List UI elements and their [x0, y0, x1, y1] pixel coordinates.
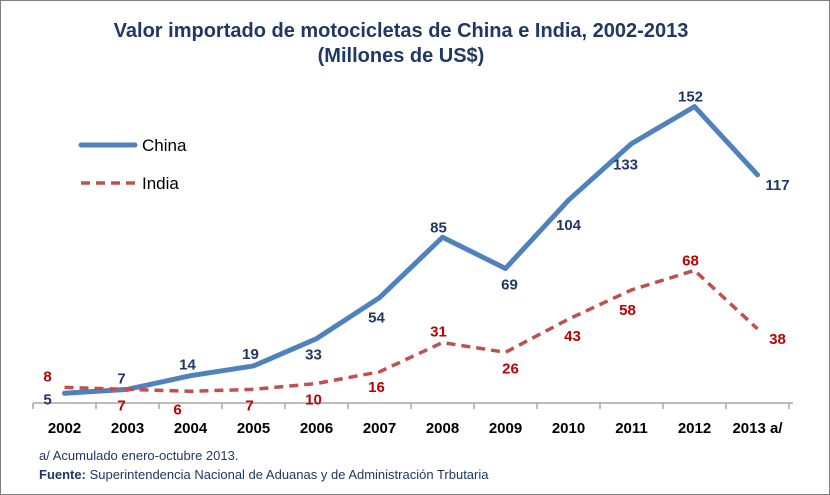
data-label-india: 38 — [769, 331, 786, 348]
x-tick-label: 2008 — [426, 420, 459, 437]
series-line-india — [64, 268, 759, 394]
data-label-india: 68 — [682, 252, 699, 269]
x-axis-ticks — [32, 403, 790, 409]
chart-title-block: Valor importado de motocicletas de China… — [1, 19, 801, 69]
x-axis-tick-labels: 2002 2003 2004 2005 2006 2007 2008 2009 2010 2011… — [48, 420, 784, 437]
data-label-china: 14 — [179, 357, 196, 374]
x-tick-label: 2007 — [363, 420, 396, 437]
data-label-india: 26 — [502, 360, 519, 377]
footnote: a/ Acumulado enero-octubre 2013. Fuente:… — [39, 446, 488, 484]
x-tick-label: 2002 — [48, 420, 81, 437]
footnote-source-text: Superintendencia Nacional de Aduanas y d… — [85, 467, 489, 482]
footnote-note: a/ Acumulado enero-octubre 2013. — [39, 448, 239, 463]
x-tick-label: 2013 a/ — [732, 420, 783, 437]
chart-title: Valor importado de motocicletas de China… — [113, 20, 689, 42]
footnote-source-label: Fuente: — [39, 467, 86, 482]
data-label-india: 58 — [619, 302, 636, 319]
data-label-india: 43 — [564, 328, 581, 345]
legend-label-china: China — [142, 136, 187, 155]
data-label-india: 6 — [173, 401, 181, 418]
x-tick-label: 2005 — [237, 420, 270, 437]
footnote-source: Fuente: Superintendencia Nacional de Adu… — [39, 465, 488, 484]
data-label-india: 7 — [245, 397, 253, 414]
data-label-china: 152 — [678, 89, 703, 106]
data-label-china: 133 — [613, 157, 638, 174]
data-label-china: 104 — [556, 217, 582, 234]
data-labels: 5 7 14 19 33 54 85 69 104 133 152 117 8 7 6 7 10 16 31 26 43… — [43, 89, 789, 419]
data-label-india: 8 — [43, 368, 51, 385]
legend: China India — [78, 136, 187, 193]
x-tick-label: 2011 — [615, 420, 648, 437]
data-label-china: 117 — [765, 177, 789, 194]
x-tick-label: 2003 — [111, 420, 144, 437]
x-tick-label: 2009 — [489, 420, 522, 437]
data-label-china: 54 — [368, 310, 385, 327]
data-label-india: 31 — [430, 324, 447, 341]
data-label-china: 85 — [430, 219, 447, 236]
data-label-china: 33 — [305, 347, 322, 364]
data-label-india: 7 — [117, 397, 125, 414]
data-label-china: 19 — [242, 346, 259, 363]
x-tick-label: 2010 — [552, 420, 585, 437]
series-line-china — [62, 104, 760, 396]
x-tick-label: 2004 — [174, 420, 208, 437]
chart-subtitle: (Millones de US$) — [317, 45, 485, 67]
data-label-china: 5 — [43, 391, 51, 408]
x-tick-label: 2012 — [678, 420, 711, 437]
data-label-india: 10 — [305, 392, 322, 409]
data-label-china: 69 — [501, 276, 518, 293]
data-label-china: 7 — [117, 370, 125, 387]
x-tick-label: 2006 — [300, 420, 333, 437]
series-lines — [62, 104, 760, 396]
data-label-india: 16 — [368, 379, 385, 396]
legend-label-india: India — [142, 174, 179, 193]
